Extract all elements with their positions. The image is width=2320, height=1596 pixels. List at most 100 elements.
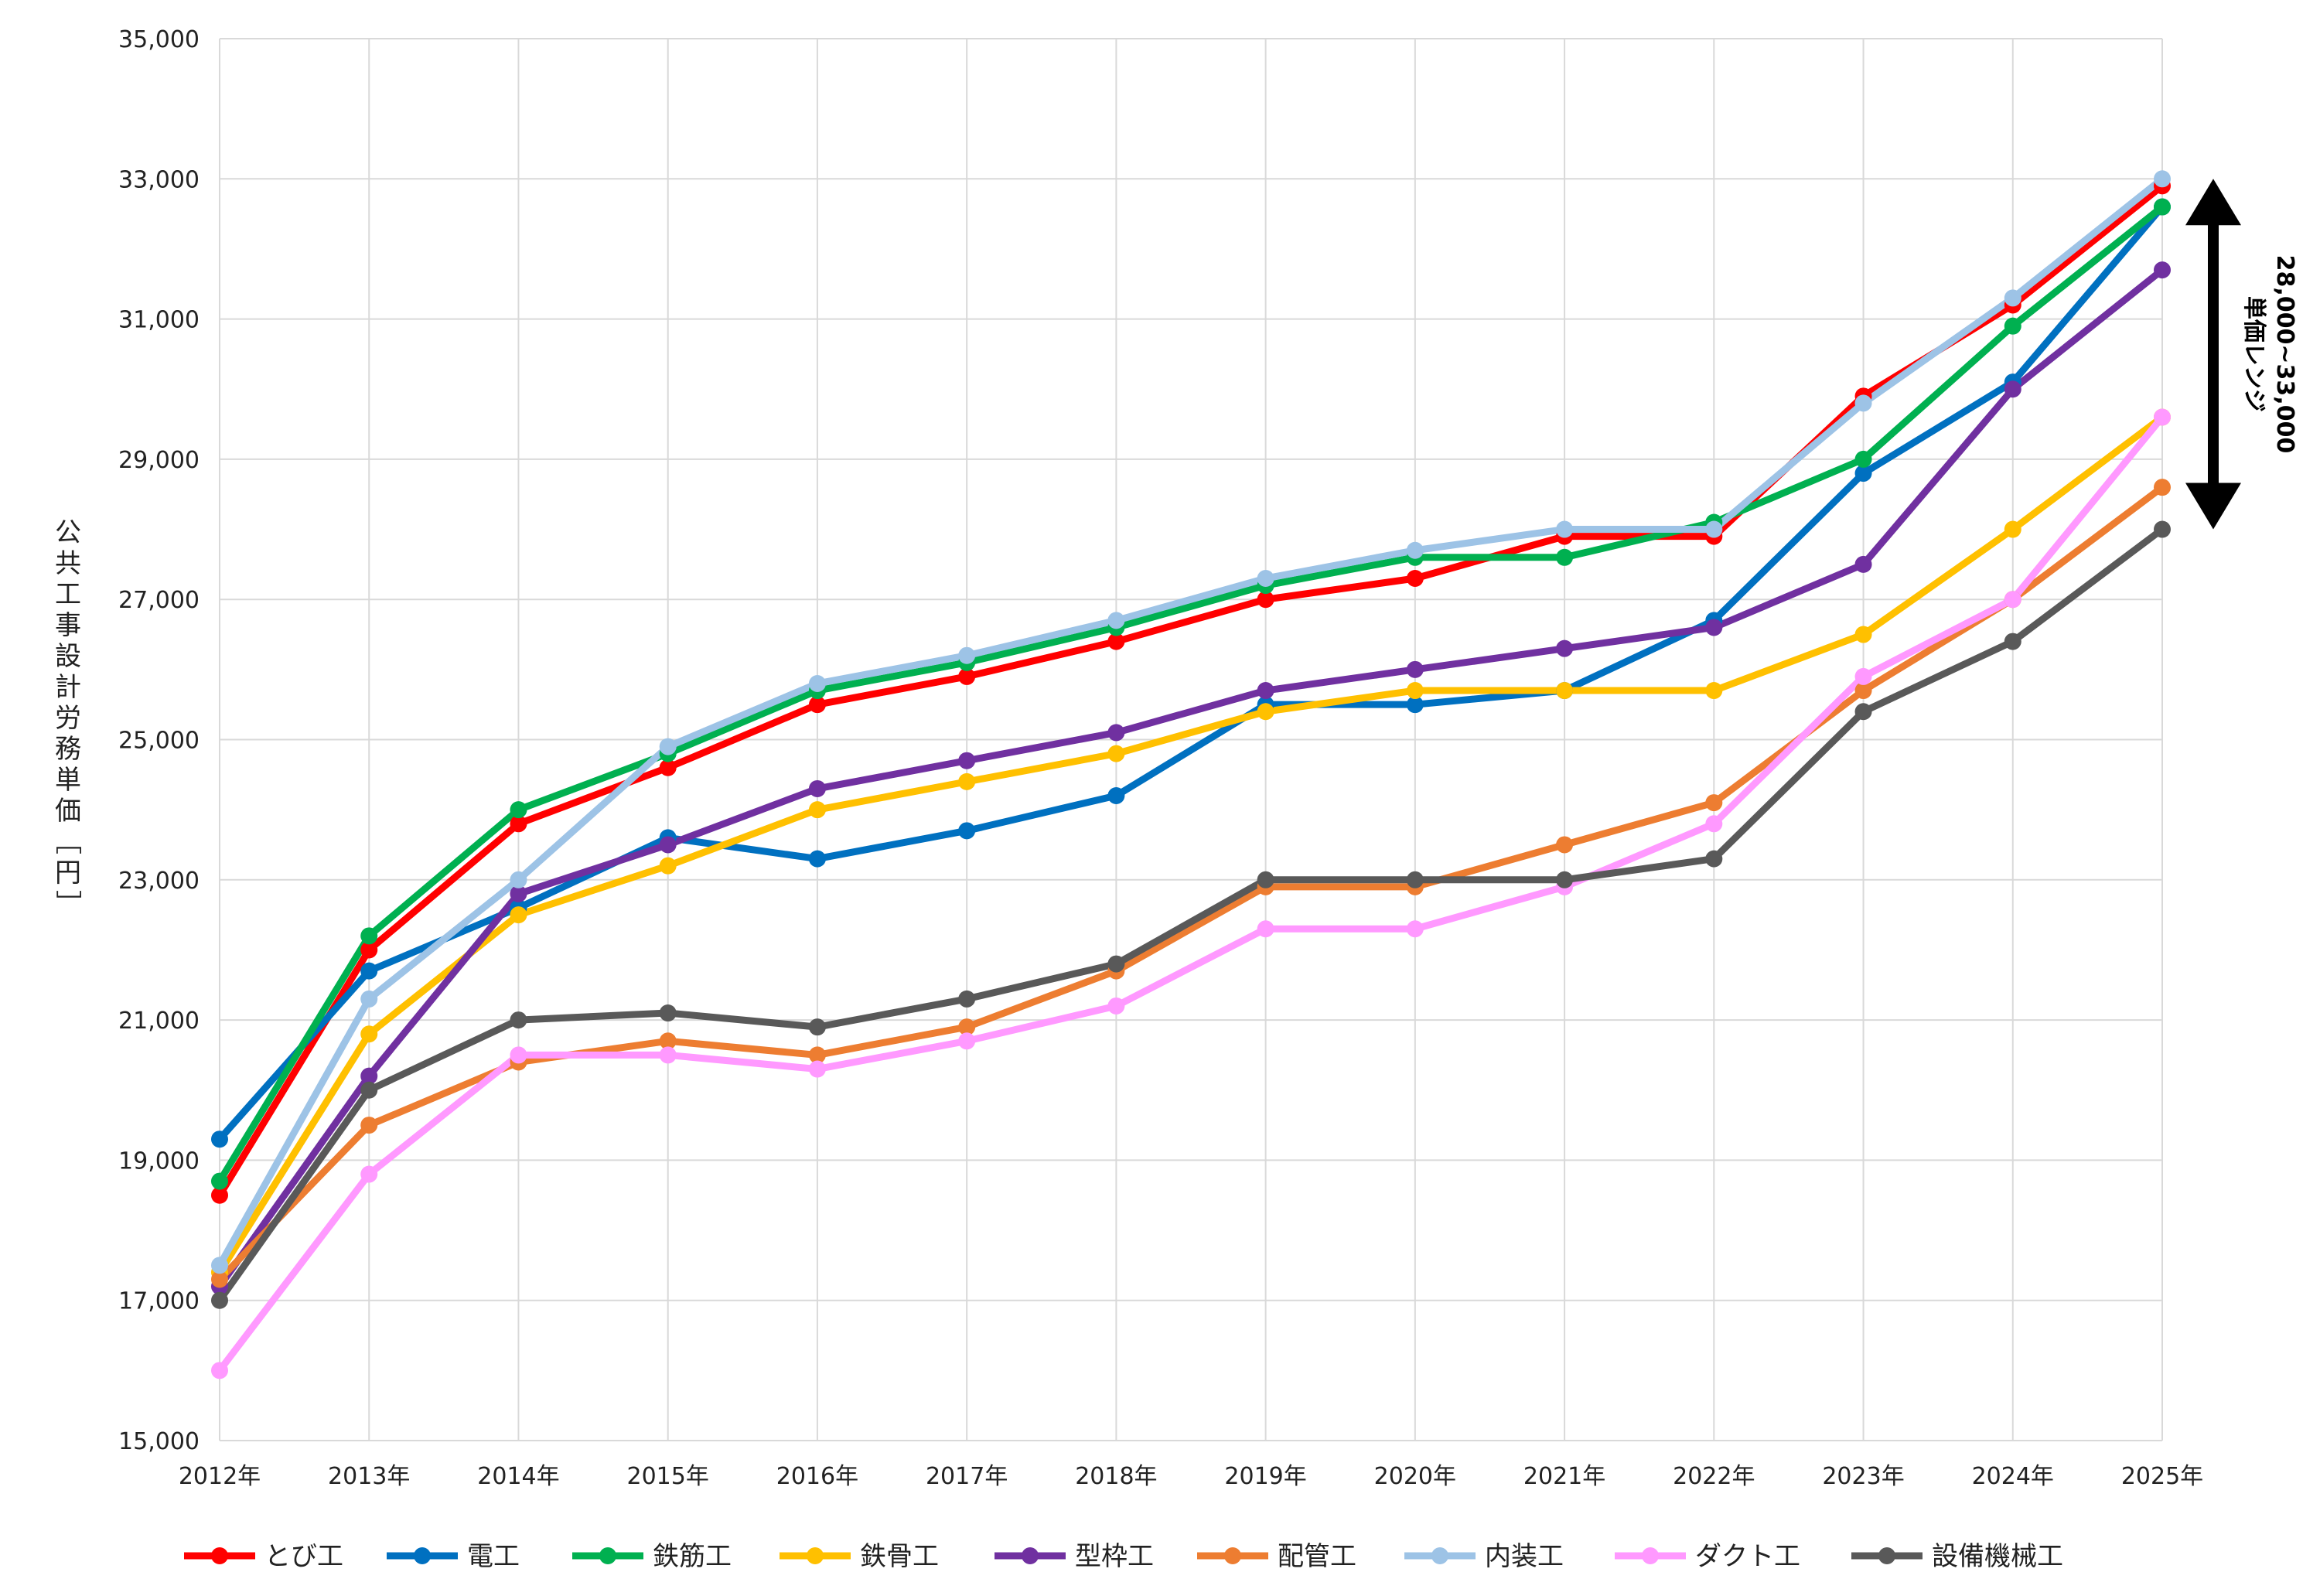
series-layer bbox=[211, 170, 2171, 1379]
legend-swatch-marker bbox=[1642, 1547, 1659, 1564]
series-line bbox=[216, 203, 2166, 1143]
data-point bbox=[2004, 380, 2021, 398]
data-point bbox=[1257, 591, 1274, 609]
legend-item: 配管工 bbox=[1197, 1541, 1356, 1572]
data-point bbox=[659, 1004, 677, 1022]
data-point bbox=[808, 801, 826, 819]
data-point bbox=[2154, 408, 2171, 426]
y-tick-label: 21,000 bbox=[118, 1008, 200, 1035]
data-point bbox=[1705, 520, 1723, 538]
data-point bbox=[958, 667, 976, 685]
data-point bbox=[1854, 626, 1872, 643]
data-point bbox=[1257, 570, 1274, 588]
data-point bbox=[958, 1018, 976, 1036]
y-tick-label: 35,000 bbox=[118, 26, 200, 53]
series-line bbox=[216, 414, 2166, 1276]
data-point bbox=[958, 822, 976, 840]
range-label-values: 28,000~33,000 bbox=[2271, 255, 2298, 454]
data-point bbox=[808, 674, 826, 692]
x-tick-label: 2016年 bbox=[776, 1463, 858, 1490]
data-point bbox=[659, 836, 677, 854]
legend-item: ダクト工 bbox=[1615, 1541, 1800, 1572]
x-tick-label: 2015年 bbox=[627, 1463, 709, 1490]
y-axis-title-char: 共 bbox=[55, 548, 81, 579]
data-point bbox=[1854, 555, 1872, 573]
data-point bbox=[2004, 591, 2021, 609]
data-point bbox=[211, 1362, 228, 1379]
data-point bbox=[1556, 871, 1574, 888]
x-tick-label: 2021年 bbox=[1523, 1463, 1605, 1490]
legend-swatch-marker bbox=[1224, 1547, 1241, 1564]
data-point bbox=[360, 990, 378, 1008]
axis-layer: 15,000 17,000 19,000 21,000 23,000 25,000 27,0… bbox=[118, 26, 2203, 1490]
data-point bbox=[1556, 682, 1574, 700]
data-point bbox=[510, 906, 527, 924]
data-point bbox=[659, 738, 677, 755]
data-point bbox=[1406, 541, 1424, 559]
data-point bbox=[1854, 682, 1872, 700]
data-point bbox=[1854, 667, 1872, 685]
data-point bbox=[1107, 745, 1125, 762]
y-tick-label: 25,000 bbox=[118, 728, 200, 755]
data-point bbox=[2154, 479, 2171, 496]
data-point bbox=[1406, 570, 1424, 588]
legend-swatch-marker bbox=[1878, 1547, 1895, 1564]
legend-swatch-marker bbox=[414, 1547, 431, 1564]
y-axis-title-char: 工 bbox=[55, 579, 81, 610]
legend-label: とび工 bbox=[264, 1541, 343, 1572]
data-point bbox=[808, 696, 826, 714]
data-point bbox=[1705, 682, 1723, 700]
series-line bbox=[216, 483, 2166, 1284]
legend-swatch-marker bbox=[599, 1547, 616, 1564]
data-point bbox=[659, 857, 677, 875]
data-point bbox=[1107, 633, 1125, 650]
legend-item: 型枠工 bbox=[995, 1541, 1154, 1572]
data-point bbox=[510, 885, 527, 902]
legend-label: 鉄骨工 bbox=[860, 1541, 939, 1572]
data-point bbox=[2004, 317, 2021, 335]
range-arrow-up-icon bbox=[2185, 179, 2241, 226]
data-point bbox=[1556, 520, 1574, 538]
y-axis-title-char: 務 bbox=[55, 734, 81, 765]
data-point bbox=[1854, 394, 1872, 412]
data-point bbox=[1406, 920, 1424, 938]
data-point bbox=[808, 850, 826, 868]
data-point bbox=[1257, 920, 1274, 938]
legend-swatch-marker bbox=[807, 1547, 824, 1564]
data-point bbox=[2154, 170, 2171, 188]
data-point bbox=[360, 1067, 378, 1085]
y-axis-title-char: ［ bbox=[52, 828, 83, 854]
data-point bbox=[2154, 261, 2171, 279]
data-point bbox=[360, 1025, 378, 1043]
data-point bbox=[1854, 450, 1872, 468]
data-point bbox=[1257, 682, 1274, 700]
legend: とび工 電工 鉄筋工 鉄骨工 型枠工 配管工 内装工 ダクト工 設備機械工 bbox=[184, 1541, 2063, 1572]
data-point bbox=[1406, 660, 1424, 678]
range-arrow-down-icon bbox=[2185, 483, 2241, 530]
y-axis-title-char: 事 bbox=[55, 610, 81, 641]
legend-label: 電工 bbox=[467, 1541, 520, 1572]
y-tick-label: 19,000 bbox=[118, 1148, 200, 1175]
data-point bbox=[1854, 465, 1872, 483]
y-axis-title-char: 労 bbox=[55, 703, 81, 734]
data-point bbox=[211, 1172, 228, 1190]
data-point bbox=[1107, 955, 1125, 973]
x-tick-label: 2024年 bbox=[1972, 1463, 2054, 1490]
data-point bbox=[1406, 696, 1424, 714]
data-point bbox=[958, 646, 976, 664]
y-tick-label: 27,000 bbox=[118, 587, 200, 614]
data-point bbox=[1406, 871, 1424, 888]
data-point bbox=[211, 1257, 228, 1274]
data-point bbox=[360, 962, 378, 980]
data-point bbox=[2154, 198, 2171, 216]
data-point bbox=[808, 1060, 826, 1078]
data-point bbox=[2004, 633, 2021, 650]
data-point bbox=[211, 1130, 228, 1148]
data-point bbox=[360, 1165, 378, 1183]
data-point bbox=[2004, 520, 2021, 538]
y-tick-label: 15,000 bbox=[118, 1428, 200, 1455]
y-axis-title-char: 円 bbox=[55, 858, 81, 888]
series-line bbox=[216, 182, 2166, 1199]
